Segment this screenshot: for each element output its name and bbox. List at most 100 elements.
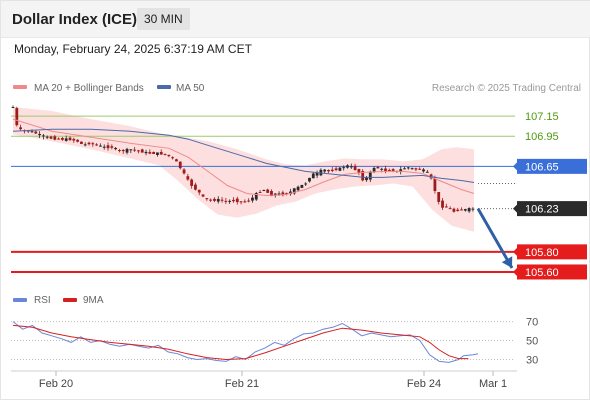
candle: [76, 139, 80, 143]
rsi-tick-label: 70: [526, 317, 538, 329]
candle: [61, 136, 64, 141]
candle-body: [224, 200, 228, 202]
candle-body: [80, 141, 83, 144]
candle: [441, 198, 444, 210]
candle: [11, 105, 15, 109]
instrument-title: Dollar Index (ICE): [12, 11, 138, 28]
candle: [338, 167, 342, 172]
ma20-legend-swatch: [13, 85, 27, 89]
candle-body: [266, 189, 270, 193]
candle: [346, 164, 349, 169]
candle-body: [247, 200, 251, 202]
candle: [102, 144, 106, 150]
candle-body: [137, 150, 140, 152]
candle-body: [315, 172, 319, 176]
candle: [167, 154, 171, 158]
candle: [148, 149, 152, 155]
candle-body: [376, 167, 380, 169]
candle: [281, 190, 285, 197]
candle-body: [152, 151, 156, 154]
level-label: 105.80: [525, 247, 559, 259]
candle-body: [334, 168, 338, 171]
header-bar: Dollar Index (ICE) 30 MIN: [1, 1, 590, 38]
candle-body: [372, 167, 376, 172]
candle: [437, 191, 441, 205]
candle: [349, 163, 353, 170]
x-tick: Mar 1: [479, 371, 507, 390]
candle-body: [95, 144, 99, 146]
candle-body: [228, 200, 232, 202]
candle: [209, 198, 213, 203]
candle-body: [365, 177, 368, 181]
candle-body: [391, 169, 395, 172]
candle: [304, 182, 308, 186]
candle-body: [232, 199, 235, 202]
candle: [311, 172, 315, 179]
credit-label: Research © 2025 Trading Central: [432, 83, 581, 94]
candle: [99, 143, 102, 147]
candle-body: [346, 165, 349, 168]
candle-body: [349, 166, 353, 168]
candle: [91, 141, 95, 147]
price-panel: 107.15 106.95 106.65 106.23 105.80 105.60: [11, 105, 587, 280]
candle-body: [133, 149, 137, 151]
candle: [376, 165, 380, 169]
candle-body: [463, 209, 467, 211]
candle-body: [460, 209, 463, 211]
candle-body: [357, 169, 361, 174]
candle-body: [171, 157, 175, 159]
rsi-gridline-70: 70: [11, 317, 538, 329]
candle: [448, 206, 452, 210]
candle-body: [444, 206, 448, 208]
candle-body: [178, 161, 182, 169]
candle: [418, 167, 422, 170]
candle-body: [148, 151, 152, 154]
candle-body: [194, 184, 197, 190]
candle-body: [262, 190, 266, 192]
ma20-legend-label: MA 20 + Bollinger Bands: [34, 83, 144, 94]
candle-body: [216, 198, 220, 202]
candle: [49, 135, 53, 140]
candle: [110, 144, 114, 150]
candle-body: [205, 198, 209, 200]
candle-body: [399, 169, 403, 172]
candle: [137, 149, 140, 154]
candle-body: [213, 198, 216, 201]
candle: [460, 207, 463, 211]
candle: [197, 189, 201, 196]
level-tag-pointer: [513, 162, 517, 171]
candle-body: [422, 169, 425, 172]
candle-body: [311, 173, 315, 179]
level-tag: [517, 158, 587, 174]
candle-body: [42, 135, 45, 137]
rsi-legend: RSI 9MA: [13, 295, 104, 306]
candle: [144, 149, 148, 156]
candle-body: [163, 153, 167, 155]
ma50-line: [12, 128, 475, 183]
candle-body: [467, 208, 471, 212]
candle: [42, 134, 45, 140]
candle: [361, 169, 365, 182]
ma50-legend-swatch: [157, 85, 171, 89]
candle: [64, 135, 68, 142]
candle: [80, 141, 83, 145]
x-tick: Feb 21: [225, 371, 259, 390]
level-tag: [517, 264, 587, 280]
candle-body: [338, 167, 342, 171]
level-last-3: 106.23: [478, 201, 587, 217]
candle-body: [91, 143, 95, 145]
candle: [182, 168, 186, 175]
rsi-legend-swatch: [13, 298, 27, 302]
x-tick-label: Mar 1: [479, 378, 507, 390]
timeframe-button[interactable]: 30 MIN: [137, 8, 190, 30]
candle-body: [118, 150, 121, 152]
candle-body: [289, 191, 292, 195]
candle: [258, 189, 262, 193]
candle: [15, 106, 19, 127]
datetime-label: Monday, February 24, 2025 6:37:19 AM CET: [14, 42, 252, 56]
level-tag: [517, 201, 587, 217]
candle: [247, 198, 251, 203]
price-legend: MA 20 + Bollinger Bands MA 50: [13, 83, 205, 94]
candle-body: [300, 184, 304, 188]
